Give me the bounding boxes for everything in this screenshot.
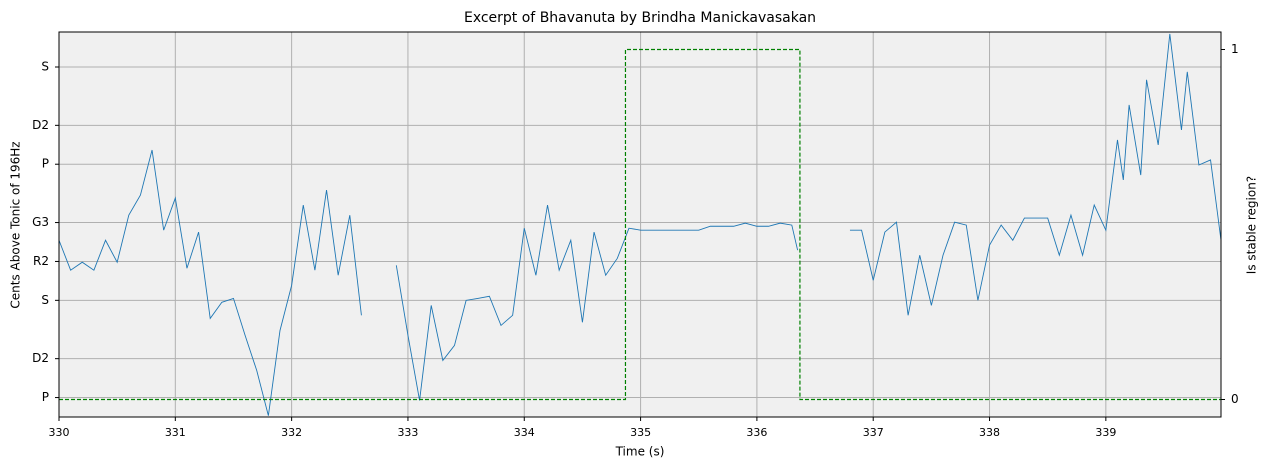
x-tick-label: 331 [165,426,186,439]
y-tick-label: R2 [33,254,49,268]
x-tick-label: 332 [281,426,302,439]
y-tick-label: D2 [32,351,49,365]
y-tick-label: P [42,157,49,171]
x-tick-label: 333 [397,426,418,439]
x-tick-label: 338 [979,426,1000,439]
x-tick-label: 334 [514,426,535,439]
y2-axis-label: Is stable region? [1245,176,1259,274]
y-tick-label: G3 [32,215,49,229]
y-tick-label: D2 [32,118,49,132]
y-tick-label: S [41,60,49,74]
x-tick-label: 337 [863,426,884,439]
y-tick-label: S [41,293,49,307]
x-tick-label: 330 [49,426,70,439]
data-line [58,33,1222,416]
chart-title: Excerpt of Bhavanuta by Brindha Manickav… [464,10,816,26]
x-tick-label: 336 [746,426,767,439]
y-tick-label: P [42,390,49,404]
y2-tick-label: 1 [1231,42,1239,56]
x-tick-label: 339 [1095,426,1116,439]
x-tick-label: 335 [630,426,651,439]
plot-frame [58,31,1222,418]
data-line [59,48,1221,401]
y-axis-label: Cents Above Tonic of 196Hz [9,141,23,308]
plot-area [59,32,1221,417]
y2-tick-label: 0 [1231,392,1239,406]
x-axis-label: Time (s) [615,445,665,459]
